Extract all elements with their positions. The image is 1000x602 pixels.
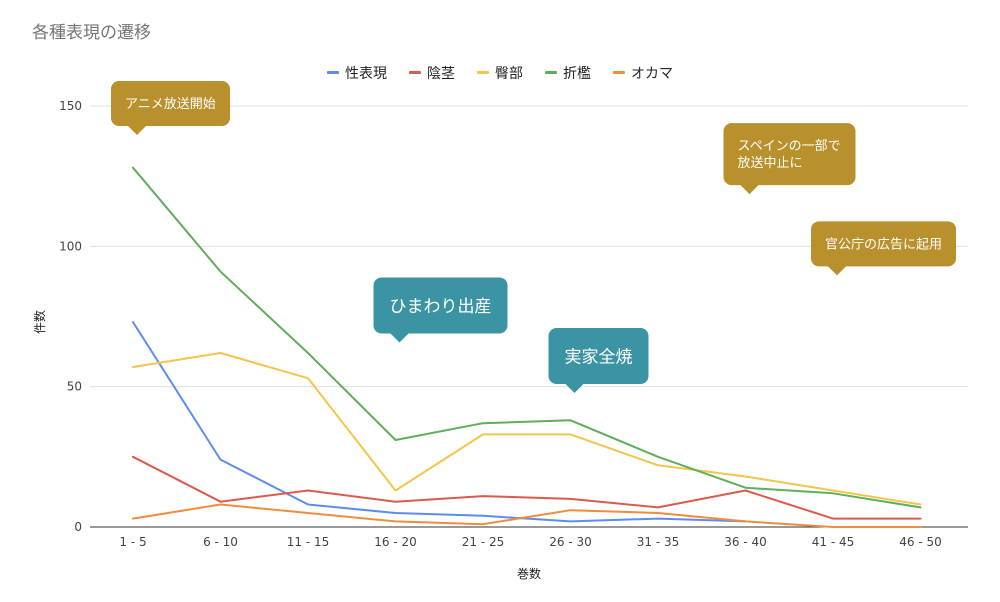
legend-item: 臀部 bbox=[477, 66, 523, 82]
annotation-callout: 官公庁の広告に起用 bbox=[811, 221, 956, 276]
annotation-text: アニメ放送開始 bbox=[125, 97, 216, 112]
legend: 性表現 陰茎 臀部 折檻 オカマ bbox=[327, 65, 673, 82]
x-tick-label: 11 - 15 bbox=[287, 535, 330, 549]
legend-swatch bbox=[545, 71, 557, 74]
x-tick-label: 1 - 5 bbox=[119, 535, 146, 549]
legend-label: 臀部 bbox=[495, 66, 523, 82]
series-line-1 bbox=[132, 455, 922, 520]
x-tick-label: 16 - 20 bbox=[374, 535, 417, 549]
annotation-pointer bbox=[827, 265, 847, 276]
annotation-callout: 実家全焼 bbox=[548, 327, 649, 393]
annotation-text: 官公庁の広告に起用 bbox=[825, 236, 942, 252]
legend-label: 折檻 bbox=[563, 65, 591, 82]
x-tick-label: 31 - 35 bbox=[637, 535, 680, 549]
annotation-text: 実家全焼 bbox=[565, 347, 633, 367]
x-tick-label: 41 - 45 bbox=[812, 535, 855, 549]
x-axis-title: 巻数 bbox=[517, 566, 541, 581]
annotation-pointer bbox=[564, 382, 585, 393]
annotation-box bbox=[723, 123, 856, 186]
annotation-text: 放送中止に bbox=[738, 156, 803, 171]
y-tick-label: 0 bbox=[74, 520, 82, 534]
series-line-0 bbox=[132, 321, 747, 523]
annotation-pointer bbox=[389, 332, 410, 343]
annotation-text: スペインの一部で bbox=[738, 139, 841, 154]
legend-item: 折檻 bbox=[545, 65, 591, 82]
legend-swatch bbox=[409, 71, 421, 74]
series-lines bbox=[132, 166, 922, 528]
y-axis-title: 件数 bbox=[32, 310, 47, 334]
y-tick-label: 150 bbox=[59, 99, 82, 113]
x-axis-ticks: 1 - 5 6 - 10 11 - 15 16 - 20 21 - 25 26 - 30 3… bbox=[119, 535, 941, 549]
annotation-box bbox=[811, 221, 956, 267]
annotation-callout: ひまわり出産 bbox=[373, 277, 508, 343]
y-tick-label: 50 bbox=[67, 380, 82, 394]
legend-item: 陰茎 bbox=[409, 66, 455, 82]
annotation-text: ひまわり出産 bbox=[390, 297, 492, 317]
legend-item: オカマ bbox=[613, 66, 673, 82]
legend-label: オカマ bbox=[631, 66, 673, 82]
series-line-2 bbox=[132, 352, 922, 506]
x-tick-label: 46 - 50 bbox=[899, 535, 942, 549]
legend-swatch bbox=[477, 71, 489, 74]
series-line-3 bbox=[132, 166, 922, 509]
legend-label: 陰茎 bbox=[427, 66, 455, 82]
legend-label: 性表現 bbox=[345, 66, 387, 82]
annotation-box bbox=[373, 277, 508, 334]
x-tick-label: 21 - 25 bbox=[462, 535, 505, 549]
chart-title: 各種表現の遷移 bbox=[32, 23, 151, 43]
x-tick-label: 26 - 30 bbox=[549, 535, 592, 549]
legend-swatch bbox=[613, 71, 625, 74]
y-axis-ticks: 0 50 100 150 bbox=[59, 99, 82, 534]
legend-swatch bbox=[327, 71, 339, 74]
annotation-box bbox=[111, 81, 230, 126]
annotation-pointer bbox=[739, 184, 760, 195]
y-tick-label: 100 bbox=[59, 239, 82, 253]
annotation-pointer bbox=[127, 125, 147, 135]
annotation-callout: アニメ放送開始 bbox=[111, 81, 230, 135]
series-line-4 bbox=[132, 503, 922, 528]
x-tick-label: 6 - 10 bbox=[203, 535, 238, 549]
legend-item: 性表現 bbox=[327, 66, 387, 82]
annotation-box bbox=[548, 327, 649, 384]
x-tick-label: 36 - 40 bbox=[724, 535, 767, 549]
